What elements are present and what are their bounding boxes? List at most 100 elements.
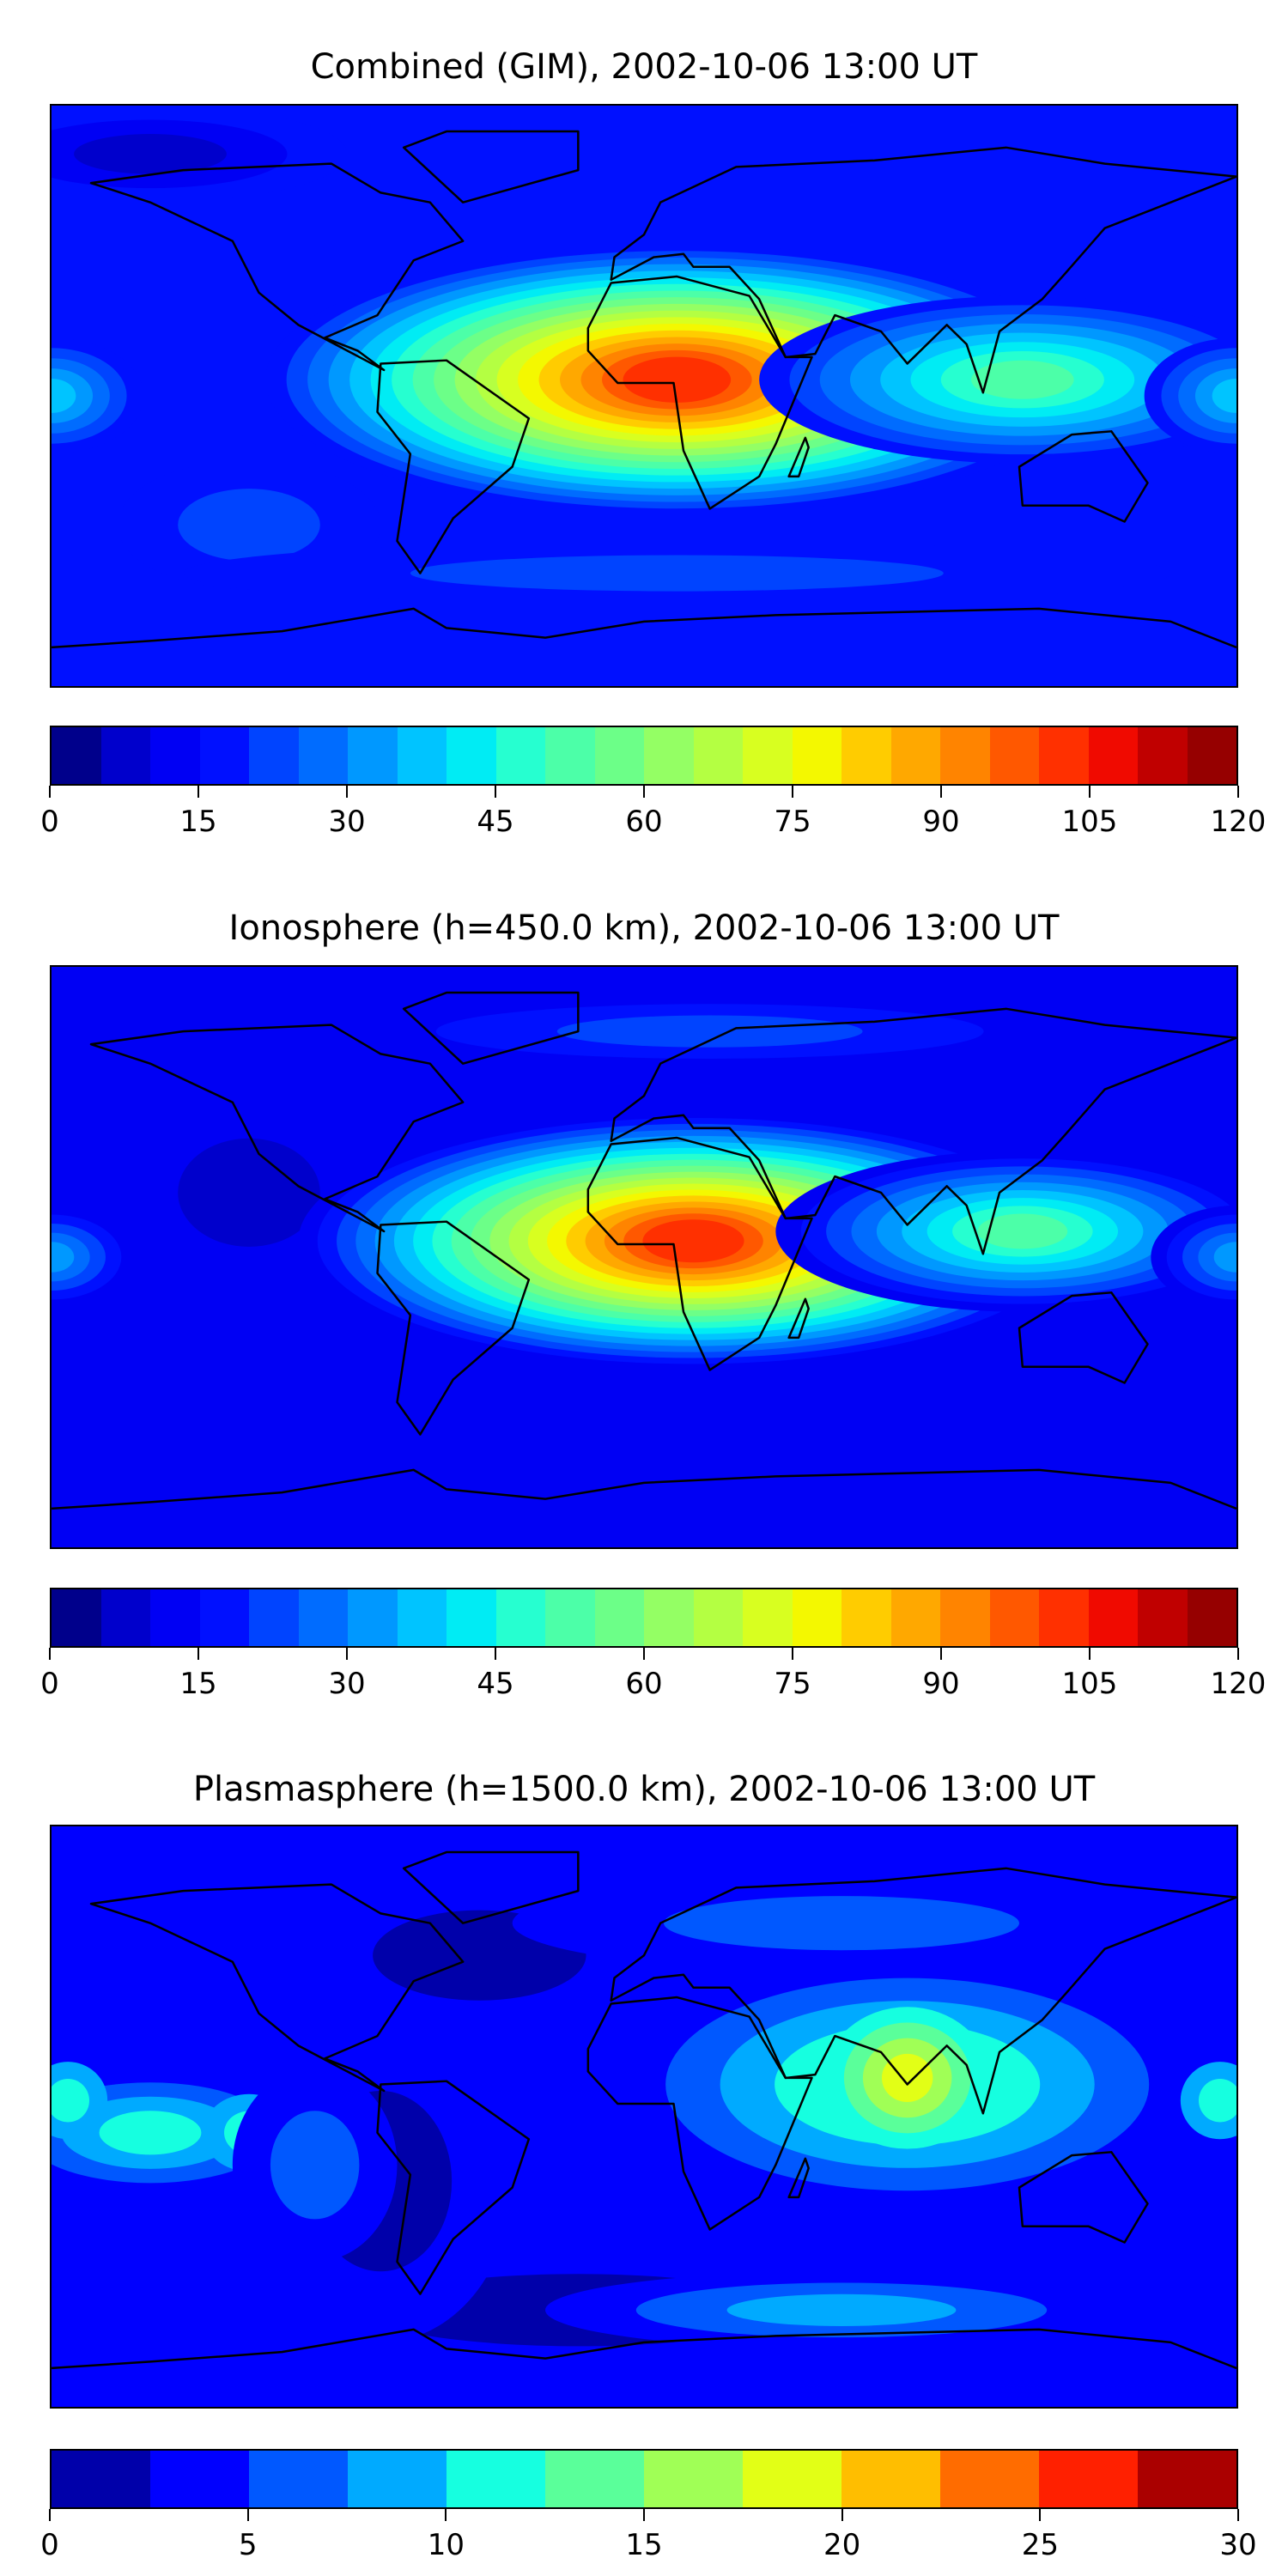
map-combined <box>50 104 1238 688</box>
contour-level-10 <box>971 360 1074 399</box>
colorbar-segment <box>989 727 1039 784</box>
colorbar-tick <box>346 786 348 798</box>
colorbar-segment <box>298 1589 348 1646</box>
coastline-south-america <box>378 2081 529 2294</box>
colorbar-segment <box>52 727 101 784</box>
colorbar-tick <box>197 786 199 798</box>
coastline-greenland <box>404 131 578 203</box>
colorbar-tick <box>49 786 51 798</box>
contour-level-6 <box>52 1242 75 1273</box>
colorbar-segment <box>841 727 891 784</box>
chart-title-combined: Combined (GIM), 2002-10-06 13:00 UT <box>310 47 978 87</box>
colorbar-segment <box>52 2451 150 2507</box>
colorbar-tick <box>1237 786 1239 798</box>
colorbar-segment <box>693 727 743 784</box>
colorbar-segment <box>594 727 644 784</box>
colorbar-tick-label: 15 <box>625 2528 663 2562</box>
colorbar-tick-label: 0 <box>40 1667 59 1701</box>
colorbar-tick <box>495 1648 496 1660</box>
colorbar-segment <box>890 727 940 784</box>
chart-title-plasmasphere: Plasmasphere (h=1500.0 km), 2002-10-06 1… <box>192 1770 1096 1809</box>
colorbar-tick-label: 120 <box>1210 805 1267 839</box>
chart-title-ionosphere: Ionosphere (h=450.0 km), 2002-10-06 13:0… <box>228 908 1060 948</box>
colorbar-tick-label: 90 <box>922 1667 960 1701</box>
colorbar-tick-label: 75 <box>774 1667 811 1701</box>
colorbar-segment <box>743 2451 841 2507</box>
colorbar-tick-label: 25 <box>1021 2528 1059 2562</box>
colorbar-tick-label: 15 <box>179 1667 217 1701</box>
colorbar-tick-label: 30 <box>1219 2528 1257 2562</box>
contour-level-2 <box>270 2111 360 2220</box>
colorbar-tick <box>495 786 496 798</box>
colorbar-segment <box>1138 2451 1236 2507</box>
colorbar-segment <box>1039 727 1089 784</box>
contour-level-7 <box>881 2053 933 2103</box>
colorbar-tick-label: 30 <box>328 1667 366 1701</box>
contour-level-4 <box>410 555 944 592</box>
colorbar-ticks-combined: 0 15 30 45 60 75 90 105 120 <box>40 786 1266 846</box>
colorbar-segment <box>199 727 249 784</box>
colorbar-segment <box>890 1589 940 1646</box>
contour-map-ionosphere <box>52 967 1236 1547</box>
colorbar-segment <box>940 727 990 784</box>
colorbar-tick <box>49 1648 51 1660</box>
contour-level-2 <box>664 1896 1019 1951</box>
colorbar-tick <box>1089 1648 1091 1660</box>
contour-level-4 <box>178 489 320 562</box>
colorbar-segment <box>1187 1589 1236 1646</box>
colorbar-tick <box>1237 2509 1239 2521</box>
colorbar-segment <box>1039 1589 1089 1646</box>
coastline-antarctica <box>52 609 1236 647</box>
colorbar-segment <box>199 1589 249 1646</box>
colorbar-segment <box>594 1589 644 1646</box>
colorbar-tick-label: 90 <box>922 805 960 839</box>
coastline-africa <box>588 1138 812 1370</box>
colorbar-segment <box>348 727 398 784</box>
coastline-madagascar <box>789 2159 809 2197</box>
colorbar-tick <box>643 786 645 798</box>
contour-level-7 <box>1212 378 1236 414</box>
colorbar-segment <box>249 727 299 784</box>
colorbar-tick <box>792 786 793 798</box>
colorbar-tick-label: 20 <box>823 2528 861 2562</box>
colorbar-tick-label: 120 <box>1210 1667 1267 1701</box>
colorbar-tick <box>49 2509 51 2521</box>
contour-level-1 <box>74 134 227 174</box>
colorbar-segment <box>989 1589 1039 1646</box>
coastline-antarctica <box>52 1470 1236 1509</box>
colorbar-tick-label: 105 <box>1061 805 1118 839</box>
colorbar-segment <box>447 727 496 784</box>
colorbar-tick-label: 30 <box>328 805 366 839</box>
contour-level-6 <box>1213 1242 1236 1273</box>
colorbar-plasmasphere <box>50 2449 1238 2509</box>
colorbar-segment <box>792 727 841 784</box>
colorbar-segment <box>940 2451 1039 2507</box>
contour-map-combined <box>52 106 1236 686</box>
colorbar-segment <box>150 1589 200 1646</box>
colorbar-ticks-ionosphere: 0 15 30 45 60 75 90 105 120 <box>40 1648 1266 1708</box>
coastline-australia <box>1019 431 1148 521</box>
colorbar-segment <box>495 1589 545 1646</box>
colorbar-tick-label: 60 <box>625 1667 663 1701</box>
colorbar-segment <box>249 1589 299 1646</box>
coastline-eurasia <box>611 148 1236 392</box>
colorbar-segment <box>644 1589 694 1646</box>
coastline-madagascar <box>789 1299 809 1338</box>
colorbar-segment <box>100 1589 150 1646</box>
colorbar-segment <box>298 727 348 784</box>
colorbar-segment <box>447 2451 545 2507</box>
coastline-australia <box>1019 2152 1148 2242</box>
colorbar-segment <box>792 1589 841 1646</box>
coastline-north-america <box>91 1885 463 2091</box>
colorbar-tick-label: 45 <box>477 1667 514 1701</box>
coastline-madagascar <box>789 438 809 477</box>
colorbar-tick-label: 60 <box>625 805 663 839</box>
colorbar-tick-label: 75 <box>774 805 811 839</box>
contour-level-4 <box>99 2111 202 2155</box>
colorbar-tick-label: 0 <box>40 2528 59 2562</box>
coastline-north-america <box>91 1025 463 1231</box>
colorbar-segment <box>447 1589 496 1646</box>
colorbar-tick <box>643 2509 645 2521</box>
coastline-north-america <box>91 164 463 370</box>
map-ionosphere <box>50 965 1238 1549</box>
